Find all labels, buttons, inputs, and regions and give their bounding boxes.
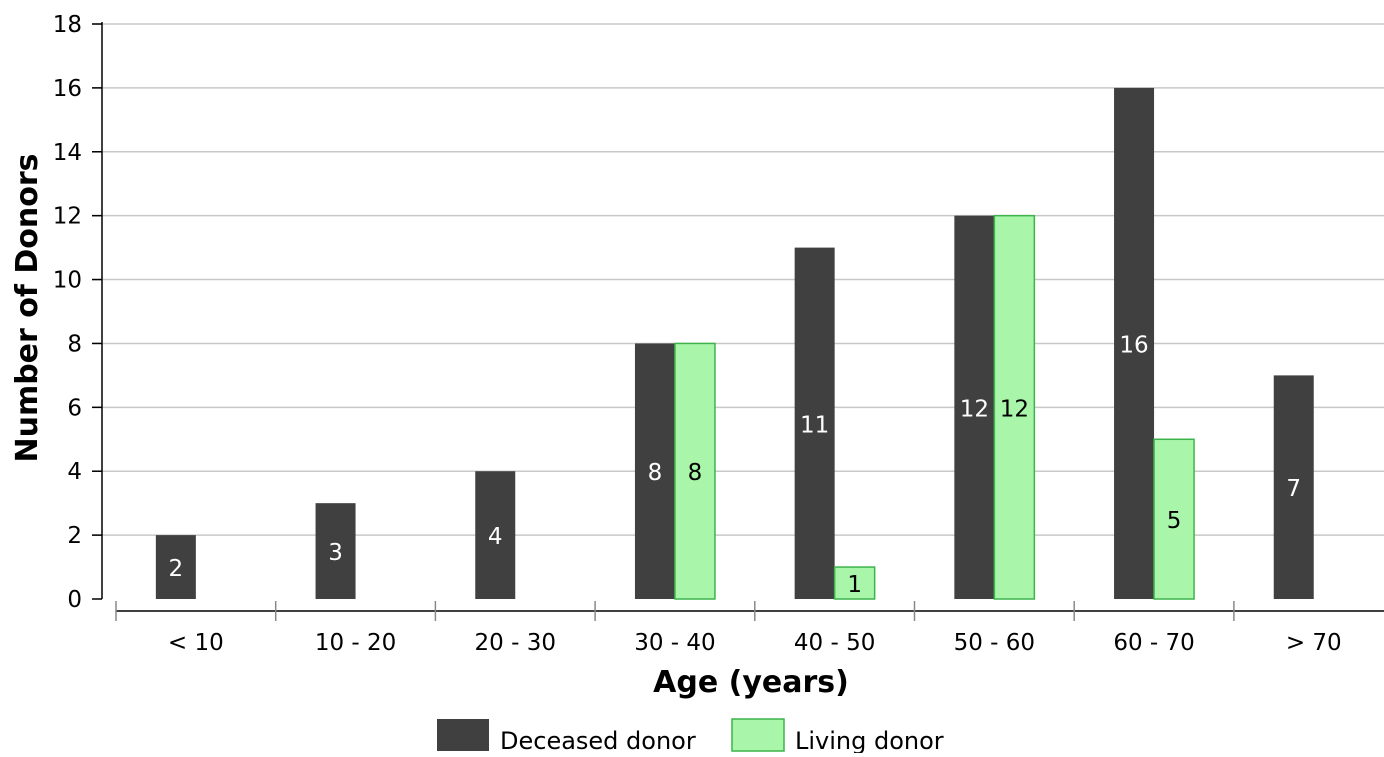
x-tick-label: 20 - 30 [475, 630, 556, 656]
bar-deceased [155, 535, 196, 599]
legend-swatch-deceased [437, 719, 489, 751]
bar-living [993, 214, 1036, 600]
x-tick-label: < 10 [168, 630, 224, 656]
bar-living [674, 342, 716, 600]
legend: Deceased donor Living donor [437, 718, 944, 755]
bar-living [833, 566, 876, 600]
bar-deceased [634, 343, 675, 599]
y-tick-label: 6 [67, 395, 82, 421]
axes [101, 22, 1384, 612]
y-ticks: 0 2 4 6 8 10 12 14 16 18 [53, 12, 102, 613]
bar-deceased [954, 215, 995, 599]
bar-deceased [1114, 87, 1155, 599]
data-labels: 2 3 4 8 11 12 16 7 8 1 12 5 [169, 332, 1302, 598]
x-tick-label: 60 - 70 [1113, 630, 1194, 656]
data-label-deceased: 16 [1119, 332, 1148, 358]
y-tick-label: 16 [53, 76, 82, 102]
data-label-deceased: 7 [1286, 476, 1301, 502]
bar-deceased [315, 503, 356, 599]
y-tick-label: 0 [67, 587, 82, 613]
data-label-deceased: 12 [960, 396, 989, 422]
gridlines [92, 23, 1384, 536]
x-tick-label: 10 - 20 [315, 630, 396, 656]
y-tick-label: 18 [53, 12, 82, 38]
y-tick-label: 8 [67, 331, 82, 357]
data-label-deceased: 11 [800, 412, 829, 438]
legend-label-living: Living donor [795, 727, 944, 753]
bar-deceased [794, 247, 835, 599]
data-label-living: 8 [688, 460, 703, 486]
data-label-deceased: 2 [169, 556, 184, 582]
data-label-living: 1 [847, 572, 862, 598]
y-tick-label: 4 [67, 459, 82, 485]
x-ticks: < 10 10 - 20 20 - 30 30 - 40 40 - 50 50 - 60 6… [115, 601, 1342, 656]
x-tick-label: 50 - 60 [954, 630, 1035, 656]
y-tick-label: 10 [53, 268, 82, 294]
data-label-living: 12 [1000, 396, 1029, 422]
data-label-living: 5 [1167, 508, 1182, 534]
x-tick-label: 40 - 50 [794, 630, 875, 656]
bar-deceased [475, 471, 516, 599]
y-axis-title: Number of Donors [10, 153, 45, 462]
y-tick-label: 14 [53, 140, 82, 166]
legend-swatch-living [731, 718, 785, 752]
y-tick-label: 12 [53, 204, 82, 230]
x-axis-title: Age (years) [653, 665, 849, 700]
legend-label-deceased: Deceased donor [500, 727, 696, 753]
data-label-deceased: 3 [328, 540, 343, 566]
x-tick-label: 30 - 40 [634, 630, 715, 656]
bars [155, 87, 1314, 600]
bar-deceased [1273, 375, 1314, 599]
data-label-deceased: 4 [488, 524, 503, 550]
bar-living [1153, 438, 1195, 600]
data-label-deceased: 8 [648, 460, 663, 486]
y-tick-label: 2 [67, 523, 82, 549]
x-tick-label: > 70 [1286, 630, 1342, 656]
